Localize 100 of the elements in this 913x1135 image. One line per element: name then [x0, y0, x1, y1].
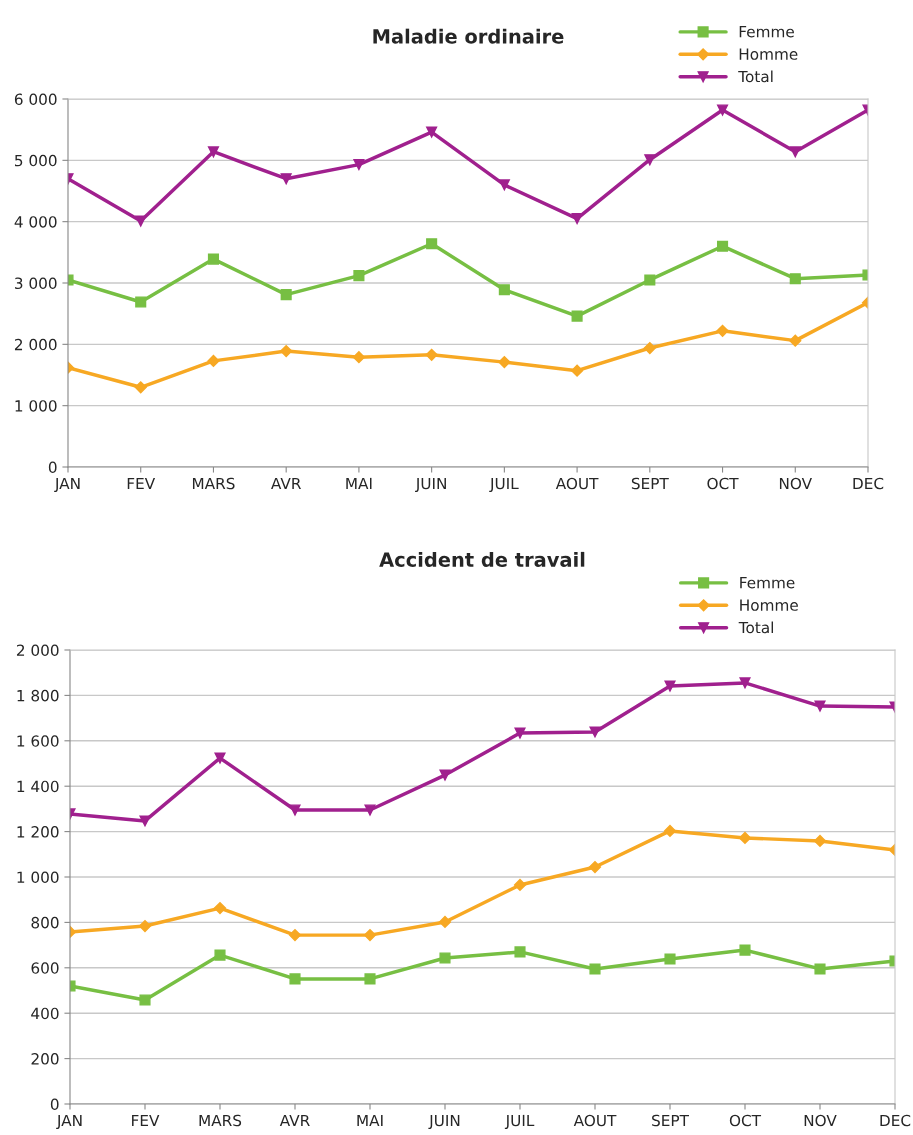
point: [589, 726, 601, 738]
x-tick-label: AOUT: [573, 1114, 617, 1127]
point: [498, 179, 510, 191]
x-tick-label: DEC: [880, 1114, 911, 1127]
point: [663, 824, 677, 838]
y-tick-label: 0: [50, 1098, 59, 1111]
point: [425, 348, 438, 361]
chart-title: Accident de travail: [379, 551, 585, 567]
point: [135, 215, 147, 227]
point: [438, 915, 452, 929]
y-tick-label: 1 400: [17, 780, 59, 793]
x-tick-label: OCT: [729, 1114, 762, 1127]
x-tick-label: JUIL: [504, 1114, 535, 1130]
chart-title: Maladie ordinaire: [373, 28, 564, 44]
x-tick-label: AOUT: [555, 477, 599, 490]
point: [498, 284, 510, 296]
point: [813, 834, 827, 848]
point: [439, 952, 451, 964]
x-tick-label: SEPT: [631, 477, 669, 490]
point: [789, 273, 801, 285]
y-tick-label: 2 000: [14, 338, 57, 351]
point: [364, 804, 376, 816]
point: [288, 929, 302, 942]
y-tick-label: 1 000: [15, 400, 57, 412]
point: [439, 769, 451, 781]
y-tick-label: 600: [31, 962, 59, 974]
y-tick-label: 6 000: [14, 93, 57, 106]
x-tick-label: JUIL: [489, 477, 519, 493]
point: [280, 289, 292, 301]
point: [214, 949, 226, 961]
point: [353, 159, 365, 171]
point: [134, 381, 147, 394]
legend-label: Total: [738, 70, 773, 83]
y-tick-label: 0: [48, 461, 57, 474]
x-tick-label: MAI: [346, 477, 372, 490]
point: [353, 270, 365, 282]
point: [644, 274, 656, 286]
x-tick-label: JUIN: [428, 1114, 460, 1130]
legend-label: Homme: [739, 48, 798, 60]
x-tick-label: FEV: [132, 1114, 160, 1127]
point: [571, 310, 583, 322]
legend-label: Femme: [739, 26, 794, 38]
x-tick-label: JAN: [56, 1114, 82, 1130]
point: [514, 727, 526, 739]
y-tick-label: 1 600: [17, 735, 59, 747]
point: [213, 902, 227, 915]
legend-label: Femme: [740, 577, 795, 589]
x-tick-label: AVR: [271, 477, 302, 490]
point: [644, 154, 656, 166]
x-tick-label: DEC: [853, 477, 884, 490]
point: [716, 324, 729, 337]
point: [514, 946, 526, 958]
point: [789, 334, 802, 347]
point: [139, 994, 151, 1006]
y-tick-label: 200: [31, 1053, 59, 1065]
point: [738, 831, 752, 845]
y-tick-label: 800: [31, 916, 59, 929]
point: [207, 146, 220, 158]
point: [289, 804, 301, 816]
y-tick-label: 2 000: [16, 644, 59, 657]
x-tick-label: OCT: [707, 477, 739, 490]
x-tick-label: SEPT: [652, 1114, 689, 1127]
point: [570, 364, 584, 377]
x-tick-label: FEV: [127, 477, 156, 490]
legend-label: Homme: [740, 599, 798, 611]
point: [589, 963, 601, 975]
y-tick-label: 1 200: [17, 826, 59, 838]
point: [789, 146, 801, 158]
point: [664, 953, 676, 965]
point: [280, 344, 293, 358]
x-tick-label: MAI: [357, 1114, 383, 1127]
point: [135, 296, 147, 308]
x-tick-label: NOV: [804, 1114, 837, 1127]
point: [716, 104, 729, 116]
point: [498, 356, 511, 369]
point: [814, 963, 826, 975]
point: [364, 973, 376, 985]
point: [426, 238, 438, 250]
point: [280, 173, 292, 185]
point: [664, 680, 676, 692]
point: [588, 860, 602, 874]
point: [289, 973, 301, 985]
point: [138, 919, 152, 933]
x-tick-label: JUIN: [415, 477, 446, 493]
legend-label: Total: [738, 621, 773, 634]
point: [643, 341, 656, 355]
point: [739, 944, 751, 956]
point: [207, 354, 220, 367]
point: [207, 253, 220, 265]
point: [739, 677, 751, 689]
point: [426, 126, 438, 138]
y-tick-label: 400: [31, 1007, 59, 1020]
x-tick-label: MARS: [192, 477, 235, 490]
y-tick-label: 5 000: [15, 154, 57, 167]
y-tick-label: 1 000: [17, 871, 59, 884]
point: [716, 240, 729, 252]
y-tick-label: 3 000: [15, 277, 57, 290]
x-tick-label: MARS: [199, 1114, 242, 1127]
point: [513, 878, 527, 892]
y-tick-label: 4 000: [14, 216, 57, 228]
